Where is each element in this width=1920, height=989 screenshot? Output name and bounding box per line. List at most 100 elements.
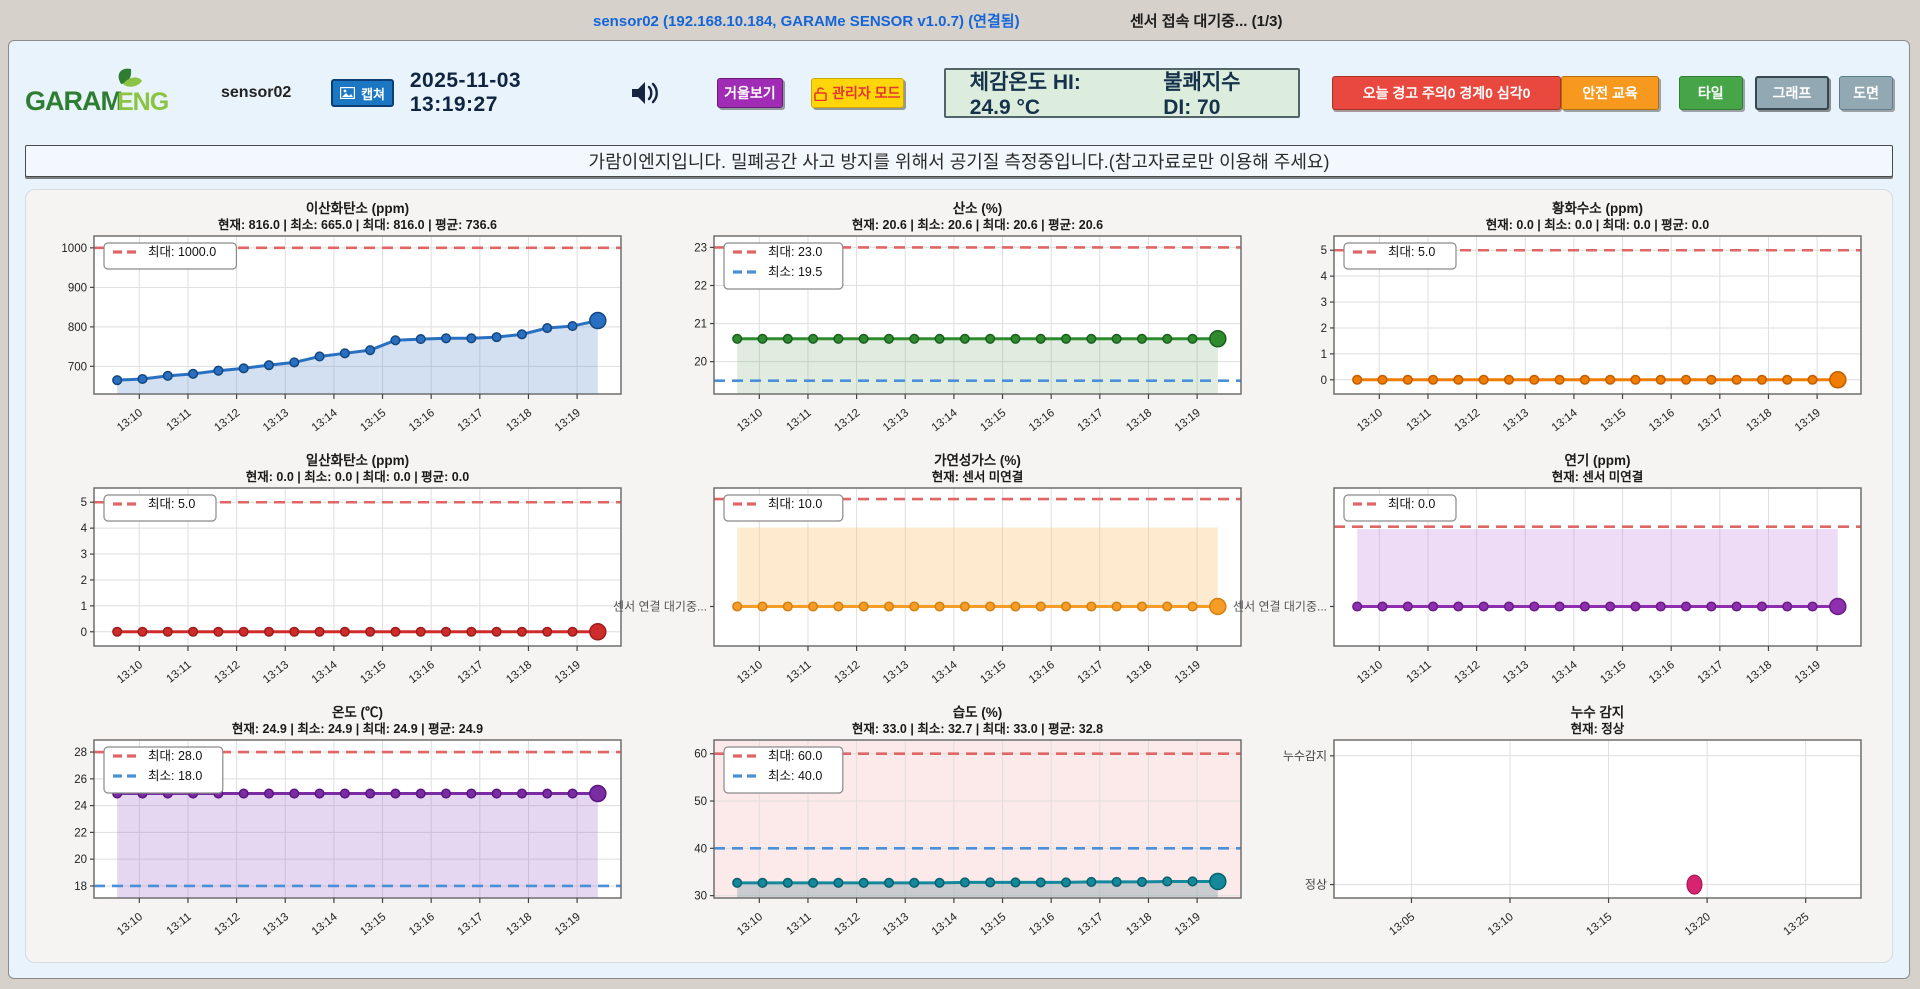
admin-mode-button[interactable]: 관리자 모드	[810, 78, 904, 108]
today-alerts-button[interactable]: 오늘 경고 주의0 경계0 심각0	[1331, 76, 1562, 110]
chart-smoke: 센서 연결 대기중... 13:10 13:11 13:12 13:13 13:14 13:…	[1233, 450, 1889, 702]
svg-text:최대: 23.0: 최대: 23.0	[768, 245, 822, 259]
svg-text:황화수소 (ppm): 황화수소 (ppm)	[1552, 200, 1643, 216]
speaker-icon[interactable]	[629, 79, 661, 107]
notice-text: 가람이엔지입니다. 밀폐공간 사고 방지를 위해서 공기질 측정중입니다.(참고…	[588, 152, 1330, 172]
svg-text:13:13: 13:13	[261, 911, 291, 938]
svg-text:13:16: 13:16	[1647, 659, 1677, 686]
svg-text:13:12: 13:12	[832, 407, 862, 434]
svg-text:13:12: 13:12	[1452, 659, 1482, 686]
svg-text:40: 40	[694, 843, 707, 855]
discomfort-index-value: 불쾌지수 DI: 70	[1163, 71, 1241, 119]
chart-co2: 700 800 900 1000 13:10 13:11 13:12 13:13 13:14 13…	[29, 198, 649, 450]
svg-text:13:19: 13:19	[1173, 407, 1203, 434]
mirror-view-button[interactable]: 거울보기	[717, 78, 783, 108]
svg-text:현재: 24.9 | 최소: 24.9 | 최대:: 현재: 24.9 | 최소: 24.9 | 최대: 24.9 | 평균: 24.…	[232, 721, 483, 736]
svg-text:13:14: 13:14	[930, 659, 961, 687]
svg-text:60: 60	[694, 749, 707, 761]
svg-text:0: 0	[81, 627, 87, 639]
svg-text:최대: 5.0: 최대: 5.0	[1388, 245, 1435, 259]
graph-view-button[interactable]: 그래프	[1754, 76, 1830, 110]
svg-text:13:15: 13:15	[358, 659, 388, 686]
tile-view-button[interactable]: 타일	[1678, 76, 1743, 110]
svg-text:13:16: 13:16	[407, 659, 437, 686]
svg-text:1000: 1000	[61, 243, 87, 255]
svg-text:5: 5	[81, 497, 87, 509]
svg-text:가연성가스 (%): 가연성가스 (%)	[934, 453, 1021, 468]
mirror-label: 거울보기	[724, 85, 776, 101]
svg-text:13:14: 13:14	[310, 407, 341, 435]
svg-text:최소: 19.5: 최소: 19.5	[768, 265, 822, 279]
svg-text:13:16: 13:16	[1027, 911, 1057, 938]
svg-text:13:10: 13:10	[735, 407, 765, 434]
svg-text:13:16: 13:16	[1027, 659, 1057, 686]
svg-text:현재: 33.0 | 최소: 32.7 | 최대:: 현재: 33.0 | 최소: 32.7 | 최대: 33.0 | 평균: 32.…	[852, 721, 1103, 736]
safety-label: 안전 교육	[1582, 85, 1638, 101]
svg-text:13:13: 13:13	[1501, 407, 1531, 434]
svg-text:13:20: 13:20	[1683, 911, 1713, 938]
svg-text:13:10: 13:10	[735, 659, 765, 686]
svg-text:13:10: 13:10	[1355, 407, 1385, 434]
svg-text:4: 4	[81, 523, 88, 535]
svg-text:13:13: 13:13	[261, 407, 291, 434]
svg-text:13:19: 13:19	[1793, 659, 1823, 686]
svg-text:13:15: 13:15	[1598, 659, 1628, 686]
svg-text:13:16: 13:16	[1647, 407, 1677, 434]
svg-text:13:17: 13:17	[1076, 659, 1106, 686]
svg-text:습도 (%): 습도 (%)	[953, 705, 1003, 720]
capture-label: 캡쳐	[361, 86, 386, 102]
svg-text:온도 (℃): 온도 (℃)	[332, 705, 383, 720]
capture-button[interactable]: 캡쳐	[331, 79, 394, 107]
notice-banner: 가람이엔지입니다. 밀폐공간 사고 방지를 위해서 공기질 측정중입니다.(참고…	[25, 145, 1893, 177]
svg-text:3: 3	[81, 549, 87, 561]
svg-text:13:12: 13:12	[1452, 407, 1482, 434]
svg-text:13:18: 13:18	[504, 659, 534, 686]
svg-text:13:19: 13:19	[553, 407, 583, 434]
svg-text:13:18: 13:18	[504, 911, 534, 938]
svg-text:13:12: 13:12	[832, 659, 862, 686]
drawing-view-button[interactable]: 도면	[1839, 76, 1893, 110]
svg-text:3: 3	[1321, 297, 1327, 309]
svg-text:26: 26	[74, 774, 87, 786]
svg-text:13:16: 13:16	[407, 911, 437, 938]
svg-text:13:16: 13:16	[407, 407, 437, 434]
svg-text:최대: 0.0: 최대: 0.0	[1388, 497, 1435, 511]
svg-text:30: 30	[694, 891, 707, 903]
svg-text:13:11: 13:11	[1404, 659, 1433, 686]
garam-eng-logo: GARAM ENG	[25, 68, 175, 118]
svg-text:최대: 5.0: 최대: 5.0	[148, 497, 195, 511]
current-timestamp: 2025-11-03 13:19:27	[409, 69, 522, 116]
svg-text:13:12: 13:12	[212, 911, 242, 938]
svg-text:13:13: 13:13	[881, 659, 911, 686]
svg-text:13:18: 13:18	[1744, 407, 1774, 434]
svg-text:13:15: 13:15	[1598, 407, 1628, 434]
svg-text:13:11: 13:11	[784, 911, 813, 938]
svg-text:13:11: 13:11	[784, 407, 813, 434]
svg-text:21: 21	[694, 319, 707, 331]
svg-text:13:13: 13:13	[881, 911, 911, 938]
svg-text:50: 50	[694, 796, 707, 808]
svg-text:13:12: 13:12	[212, 407, 242, 434]
device-name: sensor02	[221, 84, 292, 101]
svg-text:현재: 0.0 | 최소: 0.0 | 최대: 0.: 현재: 0.0 | 최소: 0.0 | 최대: 0.0 | 평균: 0.0	[1486, 217, 1709, 232]
unlock-icon	[814, 86, 827, 101]
svg-text:13:15: 13:15	[1584, 911, 1614, 938]
svg-text:22: 22	[694, 280, 707, 292]
svg-text:현재: 정상: 현재: 정상	[1571, 721, 1625, 736]
safety-education-button[interactable]: 안전 교육	[1561, 76, 1659, 110]
svg-text:센서 연결 대기중...: 센서 연결 대기중...	[613, 600, 707, 614]
svg-text:누수 감지: 누수 감지	[1571, 704, 1624, 720]
svg-text:13:10: 13:10	[1355, 659, 1385, 686]
svg-text:18: 18	[74, 881, 87, 893]
svg-text:산소 (%): 산소 (%)	[953, 200, 1003, 216]
svg-text:900: 900	[68, 282, 87, 294]
svg-text:2: 2	[1321, 323, 1327, 335]
svg-text:13:13: 13:13	[881, 407, 911, 434]
svg-text:이산화탄소 (ppm): 이산화탄소 (ppm)	[306, 200, 409, 216]
svg-text:13:13: 13:13	[261, 659, 291, 686]
chart-h2s: 0 1 2 3 4 5 13:10 13:11 13:12 13:13 13:14 13:15 13:1…	[1269, 198, 1889, 450]
top-title-bar: sensor02 (192.168.10.184, GARAMe SENSOR …	[0, 0, 1920, 40]
svg-text:13:10: 13:10	[1486, 911, 1516, 938]
svg-text:정상: 정상	[1305, 878, 1327, 892]
svg-text:13:19: 13:19	[1793, 407, 1823, 434]
